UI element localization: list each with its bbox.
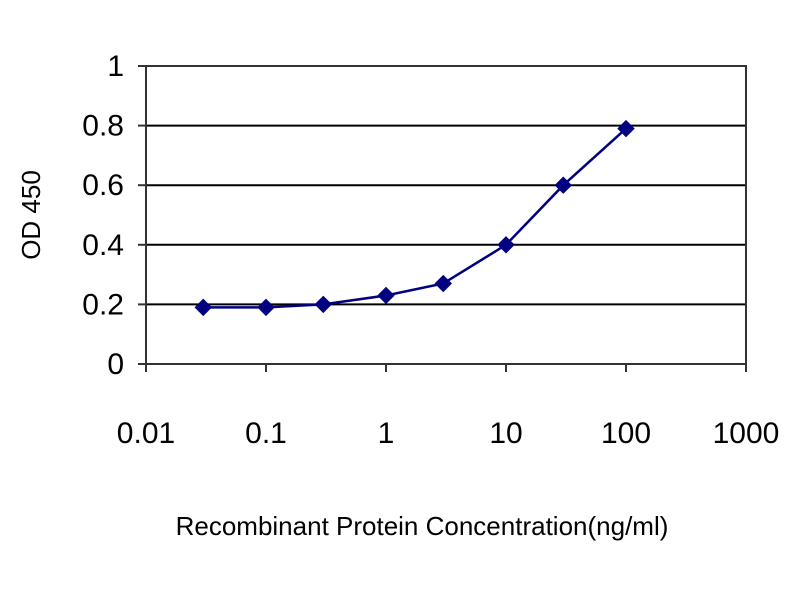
x-tick-label: 10 — [489, 417, 522, 450]
series-line — [203, 127, 627, 309]
data-point-1 — [257, 298, 275, 317]
x-axis-title: Recombinant Protein Concentration(ng/ml) — [176, 511, 669, 541]
data-point-3 — [377, 286, 395, 305]
x-tick-label: 1 — [378, 417, 395, 450]
data-point-0 — [194, 298, 212, 317]
x-tick-label: 100 — [601, 417, 651, 450]
y-tick-label: 0.4 — [82, 229, 124, 262]
data-point-4 — [434, 274, 452, 293]
y-tick-label: 0.6 — [82, 169, 124, 202]
x-tick-label: 0.01 — [117, 417, 175, 450]
data-point-7 — [617, 119, 635, 138]
series-layer — [194, 119, 635, 317]
data-point-5 — [497, 236, 515, 254]
data-point-6 — [554, 176, 572, 194]
y-tick-label: 0.2 — [82, 288, 124, 321]
y-axis-ticks: 0 0.2 0.4 0.6 0.8 1 — [82, 50, 146, 381]
plot-area — [145, 65, 747, 365]
y-tick-label: 0.8 — [82, 110, 124, 143]
x-axis-ticks: 0.01 0.1 1 10 100 1000 — [117, 364, 780, 450]
gridlines — [146, 124, 746, 306]
x-tick-label: 1000 — [713, 417, 780, 450]
data-point-2 — [314, 295, 332, 314]
x-tick-label: 0.1 — [245, 417, 287, 450]
y-axis-title: OD 450 — [16, 170, 46, 260]
y-tick-label: 1 — [107, 50, 124, 83]
y-tick-label: 0 — [107, 348, 124, 381]
